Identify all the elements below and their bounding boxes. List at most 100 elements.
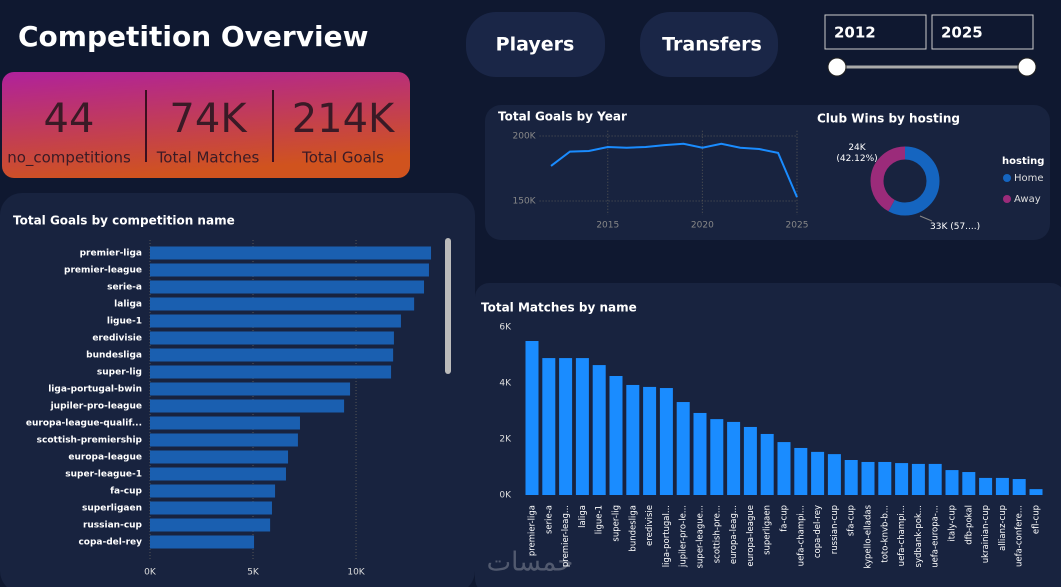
- bar: [979, 477, 993, 495]
- chart-title: Total Goals by Year: [498, 110, 627, 124]
- bar: [150, 246, 432, 260]
- bar: [676, 402, 690, 495]
- bar: [844, 460, 858, 495]
- bar: [150, 433, 298, 447]
- x-tick-label: super-league...: [696, 505, 706, 568]
- bar: [995, 477, 1009, 495]
- y-tick-label: ligue-1: [107, 317, 142, 327]
- x-tick-label: 10K: [347, 568, 365, 578]
- x-tick-label: fa-cup: [780, 505, 790, 532]
- y-tick-label: europa-league-qualif...: [26, 419, 142, 429]
- x-tick-label: super-lig: [612, 505, 622, 542]
- bar: [861, 461, 875, 495]
- bar: [727, 421, 741, 495]
- y-tick-label: 4K: [499, 379, 512, 389]
- x-tick-label: kypello-elladas: [864, 504, 874, 568]
- slicer-box[interactable]: [824, 14, 927, 50]
- chart-title: Club Wins by hosting: [817, 112, 960, 126]
- x-tick-label: russian-cup: [830, 505, 840, 554]
- x-tick-label: liga-portugal...: [662, 505, 672, 567]
- x-tick-label: copa-del-rey: [813, 505, 823, 558]
- bar: [150, 263, 429, 277]
- y-tick-label: 200K: [513, 132, 537, 142]
- x-tick-label: sydbank-pok...: [914, 505, 924, 567]
- y-tick-label: bundesliga: [86, 351, 142, 361]
- bar: [150, 280, 425, 294]
- bar: [609, 376, 623, 495]
- x-tick-label: 2025: [786, 221, 809, 231]
- bar: [592, 365, 606, 495]
- data-label: 33K (57....): [930, 222, 981, 232]
- x-tick-label: ukrainian-cup: [981, 505, 991, 563]
- x-tick-label: italy-cup: [948, 505, 958, 542]
- slicer-box[interactable]: [931, 14, 1034, 50]
- bar: [559, 358, 573, 495]
- slider-handle[interactable]: [1017, 57, 1037, 77]
- bar: [777, 442, 791, 495]
- x-tick-label: uefa-champi...: [796, 505, 806, 566]
- y-tick-label: laliga: [114, 300, 142, 310]
- bar: [928, 463, 942, 495]
- nav-label[interactable]: Transfers: [662, 34, 762, 56]
- kpi-value: 74K: [169, 96, 248, 142]
- slider-handle[interactable]: [827, 57, 847, 77]
- x-tick-label: 5K: [247, 568, 260, 578]
- bar: [150, 484, 276, 498]
- kpi-label: no_competitions: [7, 149, 131, 168]
- bar: [150, 365, 392, 379]
- x-tick-label: toto-knvb-b...: [880, 505, 890, 563]
- bar: [575, 358, 589, 495]
- bar: [794, 447, 808, 495]
- bar: [643, 386, 657, 495]
- nav-button[interactable]: [466, 12, 605, 77]
- legend-swatch: [1003, 174, 1011, 182]
- kpi-value: 214K: [292, 96, 396, 142]
- nav-button[interactable]: [640, 12, 778, 77]
- y-tick-label: europa-league: [68, 453, 142, 463]
- kpi-label: Total Goals: [301, 149, 384, 167]
- bar: [962, 472, 976, 495]
- y-tick-label: copa-del-rey: [78, 538, 142, 548]
- bar: [150, 348, 394, 362]
- x-tick-label: eredivisie: [645, 505, 655, 546]
- y-tick-label: superligaen: [82, 504, 142, 514]
- bar: [760, 433, 774, 495]
- bar: [878, 461, 892, 495]
- line: [550, 142, 798, 198]
- slicer-start[interactable]: 2012: [834, 24, 876, 42]
- y-tick-label: 150K: [513, 197, 537, 207]
- x-tick-label: efl-cup: [1032, 505, 1042, 534]
- kpi-card: [2, 72, 410, 178]
- y-tick-label: 0K: [499, 491, 512, 501]
- bar: [150, 314, 401, 328]
- x-tick-label: superligaen: [763, 505, 773, 555]
- legend-label: Home: [1014, 173, 1044, 184]
- bar: [945, 470, 959, 495]
- x-tick-label: uefa-confere...: [1015, 505, 1025, 567]
- bar: [626, 384, 640, 495]
- x-tick-label: laliga: [578, 505, 588, 528]
- y-tick-label: premier-league: [64, 266, 142, 276]
- y-tick-label: jupiler-pro-league: [50, 402, 142, 412]
- nav-label[interactable]: Players: [496, 34, 575, 56]
- x-tick-label: 2015: [596, 221, 619, 231]
- scrollbar[interactable]: [445, 238, 451, 374]
- y-tick-label: serie-a: [107, 283, 142, 293]
- y-tick-label: scottish-premiership: [37, 436, 143, 446]
- bar: [150, 382, 351, 396]
- x-tick-label: premier-liga: [528, 505, 538, 556]
- x-tick-label: ligue-1: [595, 505, 605, 534]
- y-tick-label: premier-liga: [80, 249, 142, 259]
- chart-title: Total Matches by name: [481, 301, 637, 315]
- bar: [542, 358, 556, 495]
- y-tick-label: super-lig: [97, 368, 142, 378]
- y-tick-label: fa-cup: [110, 487, 142, 497]
- bar: [693, 412, 707, 495]
- bar: [659, 388, 673, 495]
- bar: [150, 467, 286, 481]
- slicer-end[interactable]: 2025: [941, 24, 983, 42]
- x-tick-label: uefa-champi...: [897, 505, 907, 566]
- page-title: Competition Overview: [18, 20, 368, 53]
- x-tick-label: scottish-pre...: [712, 505, 722, 563]
